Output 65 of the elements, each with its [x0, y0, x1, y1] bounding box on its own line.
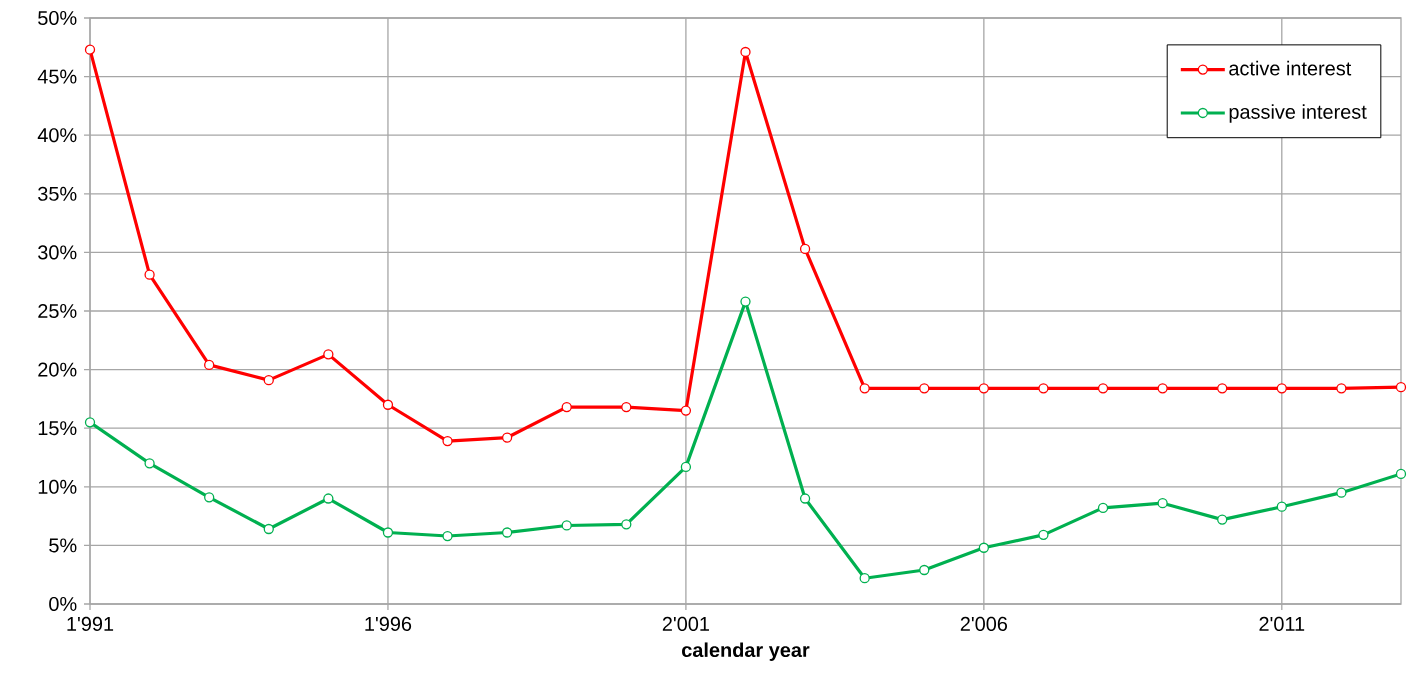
point — [799, 243, 811, 255]
point — [442, 435, 453, 447]
point — [1395, 468, 1407, 480]
point — [740, 46, 751, 58]
y-tick-label: 50% — [38, 10, 77, 26]
point — [1336, 487, 1347, 498]
point — [204, 492, 215, 503]
x-tick-label: 1'996 — [365, 616, 412, 631]
point — [323, 349, 334, 360]
point — [1157, 498, 1168, 509]
point — [263, 374, 274, 386]
point — [144, 269, 155, 280]
point — [442, 530, 453, 542]
y-tick-label: 15% — [38, 421, 77, 436]
y-tick-label: 35% — [38, 186, 77, 201]
point — [323, 493, 334, 504]
point — [1217, 514, 1228, 525]
x-tick-label: 2'001 — [662, 616, 709, 631]
y-tick-label: 30% — [38, 245, 77, 260]
point — [1157, 383, 1168, 394]
legend-label: passive interest — [1229, 104, 1367, 123]
point — [621, 401, 632, 413]
point — [204, 359, 215, 371]
x-tick-label: 2'006 — [960, 616, 1008, 631]
point — [740, 296, 751, 307]
point — [799, 493, 811, 504]
y-tick-label: 40% — [37, 128, 77, 143]
point — [1395, 382, 1407, 393]
point — [1038, 529, 1049, 540]
legend-label: active interest — [1229, 60, 1352, 76]
point — [84, 417, 96, 428]
point — [1038, 383, 1049, 394]
point — [382, 399, 394, 410]
point — [680, 405, 692, 416]
point — [1097, 502, 1109, 514]
point — [1336, 383, 1347, 394]
point — [561, 520, 572, 531]
y-tick-label: 0% — [49, 596, 77, 612]
point — [84, 44, 96, 55]
point — [1097, 383, 1109, 394]
point — [263, 523, 274, 535]
point — [1217, 383, 1228, 394]
point — [978, 542, 990, 553]
y-tick-label: 45% — [37, 69, 77, 84]
point — [501, 527, 513, 538]
point — [1276, 383, 1287, 394]
point — [561, 401, 572, 413]
y-tick-label: 10% — [38, 479, 77, 494]
point — [501, 432, 513, 443]
x-tick-label: 1'991 — [67, 616, 114, 631]
point — [680, 461, 692, 473]
point — [978, 383, 990, 394]
point — [621, 519, 632, 530]
y-tick-label: 5% — [49, 538, 77, 553]
point — [919, 383, 930, 394]
y-tick-label: 20% — [38, 362, 77, 377]
point — [859, 573, 870, 584]
x-tick-label: 2'011 — [1259, 616, 1305, 631]
point — [144, 458, 155, 469]
point — [1276, 501, 1287, 512]
y-tick-label: 25% — [38, 303, 77, 319]
point — [859, 383, 870, 394]
point — [919, 564, 930, 576]
x-axis-title: calendar year — [682, 642, 810, 662]
point — [382, 527, 394, 538]
